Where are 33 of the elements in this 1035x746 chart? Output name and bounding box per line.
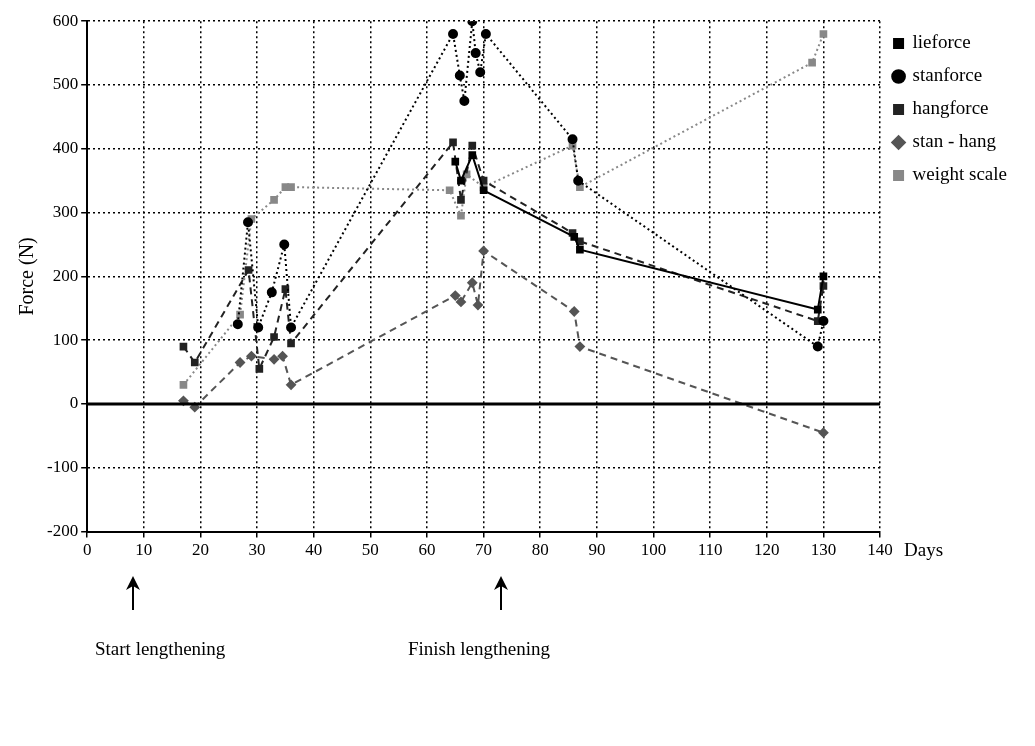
legend-label: hangforce: [912, 97, 989, 119]
y-axis-title: Force (N): [15, 237, 39, 316]
text: Start lengthening: [95, 638, 226, 660]
y-tick-label: 500: [52, 74, 79, 94]
x-tick-label: 100: [640, 540, 667, 560]
legend-label: weight scale: [912, 163, 1007, 185]
y-tick-label: 400: [52, 138, 79, 158]
y-tick-label: 100: [52, 329, 79, 349]
x-axis-title: Days: [904, 539, 944, 561]
x-tick-label: 0: [82, 540, 92, 560]
y-tick-label: 300: [52, 202, 79, 222]
y-tick-label: -200: [46, 521, 79, 541]
x-tick-label: 50: [361, 540, 379, 560]
x-tick-label: 120: [754, 540, 780, 560]
y-tick-label: 200: [52, 265, 79, 285]
x-tick-label: 130: [810, 540, 837, 560]
x-tick-label: 60: [418, 540, 436, 560]
x-tick-label: 30: [248, 540, 266, 560]
x-tick-label: 90: [588, 540, 606, 560]
legend-label: lieforce: [912, 31, 971, 53]
legend-label: stanforce: [912, 64, 983, 86]
x-tick-label: 110: [697, 540, 723, 560]
y-tick-label: 0: [69, 393, 79, 413]
x-tick-label: 70: [475, 540, 493, 560]
y-tick-label: 600: [52, 10, 79, 30]
x-tick-label: 20: [191, 540, 209, 560]
x-tick-label: 10: [135, 540, 153, 560]
y-tick-label: -100: [46, 457, 79, 477]
legend-label: stan - hang: [912, 130, 997, 152]
x-tick-label: 140: [867, 540, 893, 560]
x-tick-label: 40: [305, 540, 323, 560]
x-tick-label: 80: [531, 540, 549, 560]
text: Finish lengthening: [408, 638, 550, 660]
